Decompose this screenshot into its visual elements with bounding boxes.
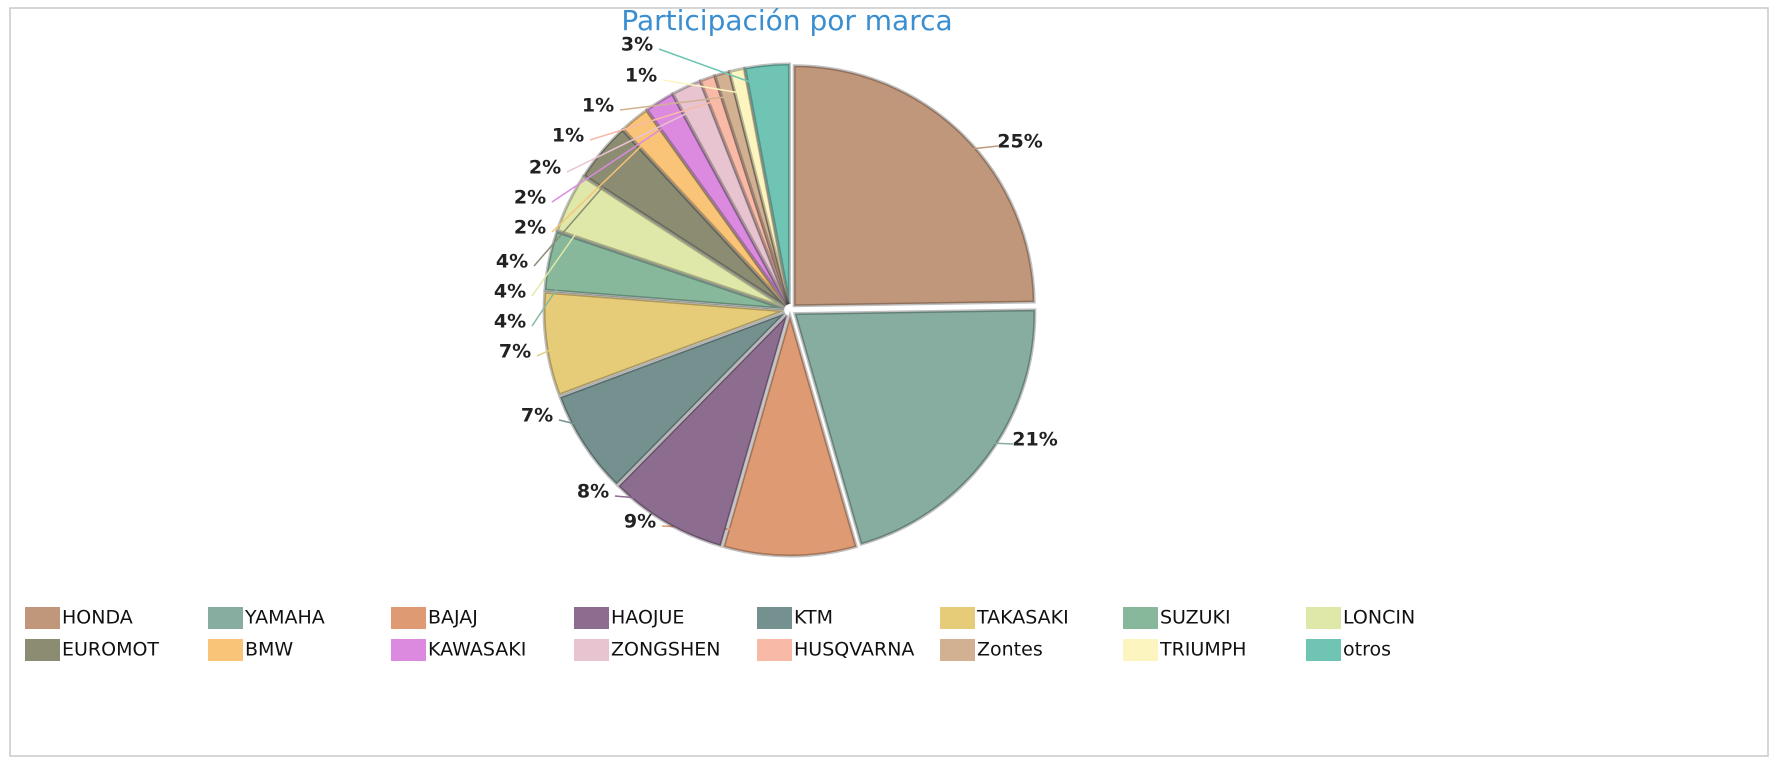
pie-slice — [792, 308, 1037, 547]
legend-label: SUZUKI — [1160, 607, 1231, 629]
legend-label: EUROMOT — [62, 639, 159, 661]
leader-line — [662, 79, 743, 94]
leader-line — [589, 100, 716, 141]
pie-slice — [543, 229, 785, 311]
chart-title: Participación por marca — [621, 4, 952, 37]
data-label: 7% — [499, 341, 531, 363]
pie-slice — [644, 91, 789, 306]
leader-line — [551, 121, 673, 203]
legend-label: TRIUMPH — [1159, 639, 1246, 661]
leader-line — [566, 108, 697, 173]
legend-label: ZONGSHEN — [611, 639, 720, 661]
data-label: 21% — [1012, 429, 1057, 451]
data-label: 1% — [625, 65, 657, 87]
pie-slice — [743, 62, 791, 305]
data-label: 1% — [582, 95, 614, 117]
leader-line — [533, 166, 621, 267]
leader-line — [551, 137, 651, 233]
legend-swatch — [1123, 607, 1158, 629]
legend-swatch — [940, 639, 975, 661]
leader-line — [658, 48, 770, 90]
leader-line — [536, 340, 571, 357]
legend-swatch — [391, 607, 426, 629]
pie-slice — [713, 69, 790, 305]
legend-swatch — [391, 639, 426, 661]
legend-label: HONDA — [62, 607, 133, 629]
pie-slice — [616, 314, 789, 548]
data-label: 2% — [514, 187, 546, 209]
legend-swatch — [1306, 607, 1341, 629]
legend-swatch — [25, 639, 60, 661]
data-label: 9% — [624, 511, 656, 533]
legend-label: KAWASAKI — [428, 639, 526, 661]
pie-slice — [558, 311, 787, 487]
legend-label: BMW — [245, 639, 293, 661]
legend-label: YAMAHA — [244, 607, 325, 629]
pie-slice — [670, 79, 789, 306]
pie-slice — [727, 66, 791, 305]
legend-label: HUSQVARNA — [794, 639, 914, 661]
legend-swatch — [757, 607, 792, 629]
legend-label: KTM — [794, 607, 833, 629]
legend-swatch — [757, 639, 792, 661]
legend-swatch — [574, 607, 609, 629]
legend-swatch — [1306, 639, 1341, 661]
legend-label: TAKASAKI — [976, 607, 1069, 629]
leader-line — [945, 145, 999, 153]
legend-swatch — [208, 607, 243, 629]
legend-swatch — [1123, 639, 1158, 661]
leader-line — [614, 495, 679, 503]
pie-slice — [555, 174, 786, 309]
legend-label: Zontes — [977, 639, 1043, 661]
data-label: 3% — [621, 34, 653, 56]
pie-slice — [542, 290, 785, 397]
data-label: 4% — [496, 251, 528, 273]
pie-slice — [721, 310, 859, 558]
leader-line — [531, 265, 574, 327]
pie-slice — [792, 64, 1036, 308]
leader-line — [619, 95, 729, 111]
leader-line — [531, 212, 591, 297]
legend-swatch — [25, 607, 60, 629]
data-label: 4% — [494, 311, 526, 333]
pie-slice — [698, 73, 790, 305]
legend-label: HAOJUE — [611, 607, 684, 629]
legend-label: LONCIN — [1343, 607, 1415, 629]
legend-label: otros — [1343, 639, 1391, 661]
leader-line — [558, 419, 604, 432]
legend-swatch — [208, 639, 243, 661]
legend-swatch — [574, 639, 609, 661]
legend-label: BAJAJ — [428, 607, 478, 629]
legend-swatch — [940, 607, 975, 629]
data-label: 7% — [521, 405, 553, 427]
data-label: 2% — [514, 217, 546, 239]
data-label: 1% — [552, 125, 584, 147]
data-label: 25% — [997, 131, 1042, 153]
leader-line — [968, 441, 1014, 445]
data-label: 4% — [494, 281, 526, 303]
data-label: 2% — [529, 157, 561, 179]
data-label: 8% — [577, 481, 609, 503]
